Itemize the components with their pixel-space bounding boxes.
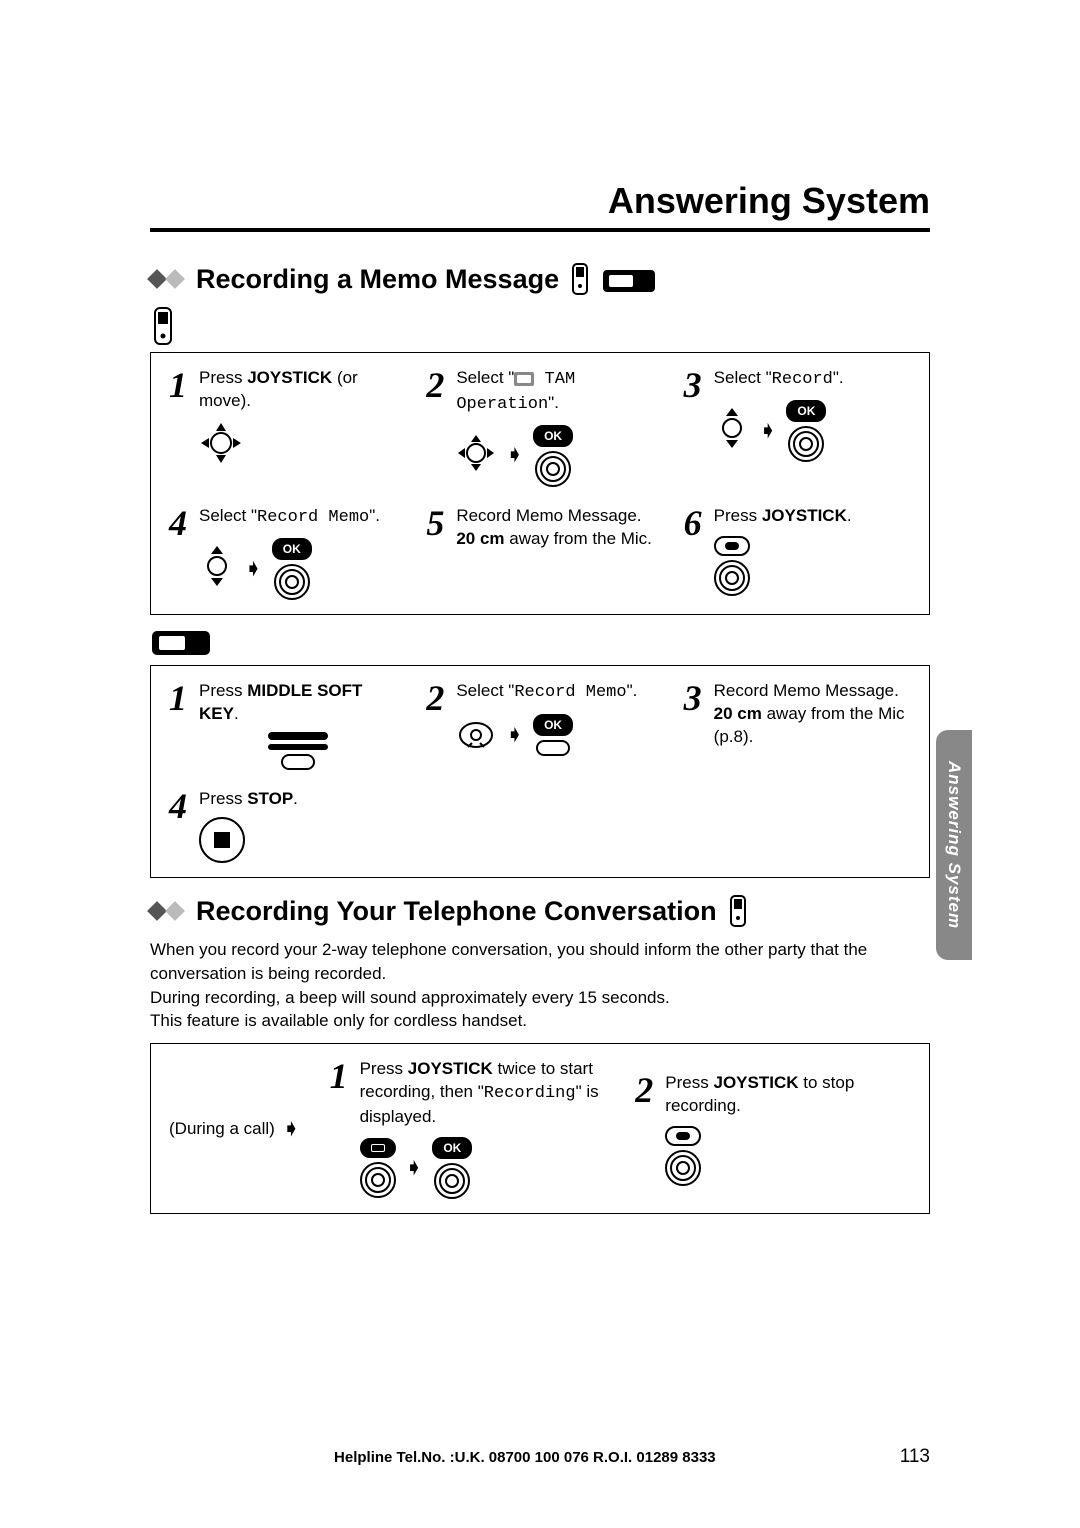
page-number: 113 (900, 1446, 930, 1468)
step-text: Press JOYSTICK. (714, 506, 852, 525)
end-pill-icon (714, 536, 750, 556)
step-number: 1 (169, 680, 193, 770)
end-joystick-icon (714, 536, 750, 596)
joystick-icon (199, 421, 243, 472)
arrow-icon: ➧ (506, 722, 523, 749)
arrow-icon: ➧ (506, 442, 523, 469)
base-steps-box: 1 Press MIDDLE SOFT KEY. 2 Select "Recor… (150, 665, 930, 878)
section-1-heading: Recording a Memo Message (150, 262, 930, 296)
target-icon (535, 451, 571, 487)
intro-line-3: This feature is available only for cordl… (150, 1009, 930, 1033)
heading-diamonds (150, 904, 186, 918)
conv-step-1: 1 Press JOYSTICK twice to start recordin… (330, 1058, 606, 1199)
base-step-2: 2 Select "Record Memo". ➧ OK (426, 680, 653, 770)
target-icon (274, 564, 310, 600)
ok-joystick-icon: OK (272, 538, 312, 600)
step-number: 1 (169, 367, 193, 487)
section-2-heading: Recording Your Telephone Conversation (150, 894, 930, 928)
step-text: Record Memo Message. 20 cm away from the… (714, 681, 905, 746)
step-text: Record Memo Message. 20 cm away from the… (456, 506, 652, 548)
step-text: Select " TAM Operation". (456, 368, 575, 412)
intro-line-1: When you record your 2-way telephone con… (150, 938, 930, 986)
section-2-intro: When you record your 2-way telephone con… (150, 938, 930, 1033)
step-number: 3 (684, 367, 708, 487)
arrow-icon: ➧ (406, 1155, 423, 1182)
ok-pill: OK (786, 400, 826, 422)
step-text: Select "Record Memo". (199, 506, 380, 525)
step-text: Select "Record". (714, 368, 844, 387)
conversation-steps-box: (During a call) ➧ 1 Press JOYSTICK twice… (150, 1043, 930, 1214)
step-text: Select "Record Memo". (456, 681, 637, 700)
step-text: Press JOYSTICK (or move). (199, 368, 358, 410)
ok-pill: OK (432, 1137, 472, 1159)
handset-icon (569, 262, 591, 296)
page-footer: Helpline Tel.No. :U.K. 08700 100 076 R.O… (150, 1446, 930, 1468)
ok-pill: OK (272, 538, 312, 560)
base-unit-icon (601, 262, 657, 296)
step-number: 3 (684, 680, 708, 770)
handset-step-1: 1 Press JOYSTICK (or move). (169, 367, 396, 487)
handset-step-5: 5 Record Memo Message. 20 cm away from t… (426, 505, 653, 600)
ok-joystick-icon: OK (533, 425, 573, 487)
handset-step-4: 4 Select "Record Memo". ➧ OK (169, 505, 396, 600)
menu-joystick-icon (360, 1138, 396, 1198)
step-number: 2 (635, 1072, 659, 1186)
step-number: 6 (684, 505, 708, 600)
end-pill-icon (665, 1126, 701, 1146)
joystick-updown-icon (714, 406, 750, 457)
target-icon (665, 1150, 701, 1186)
step-number: 4 (169, 505, 193, 600)
arrow-icon: ➧ (283, 1116, 300, 1141)
tam-icon (514, 372, 534, 386)
ok-softkey-icon: OK (533, 714, 573, 756)
step-number: 1 (330, 1058, 354, 1199)
base-step-4: 4 Press STOP. (169, 788, 414, 863)
target-icon (360, 1162, 396, 1198)
step-number: 2 (426, 367, 450, 487)
during-call-label: (During a call) ➧ (169, 1116, 300, 1141)
step-text: Press MIDDLE SOFT KEY. (199, 681, 362, 723)
handset-step-3: 3 Select "Record". ➧ OK (684, 367, 911, 487)
helpline-text: Helpline Tel.No. :U.K. 08700 100 076 R.O… (334, 1449, 716, 1466)
end-joystick-icon (665, 1126, 701, 1186)
joystick-icon (456, 433, 496, 480)
handset-steps-box: 1 Press JOYSTICK (or move). 2 Select " T… (150, 352, 930, 615)
handset-step-2: 2 Select " TAM Operation". ➧ OK (426, 367, 653, 487)
step-text: Press JOYSTICK to stop recording. (665, 1073, 854, 1115)
menu-pill-icon (360, 1138, 396, 1158)
ok-joystick-icon: OK (786, 400, 826, 462)
base-step-3: 3 Record Memo Message. 20 cm away from t… (684, 680, 911, 770)
side-tab: Answering System (936, 730, 972, 960)
ok-pill: OK (533, 425, 573, 447)
joystick-updown-icon (199, 544, 235, 595)
ok-joystick-icon: OK (432, 1137, 472, 1199)
heading-diamonds (150, 272, 186, 286)
handset-step-6: 6 Press JOYSTICK. (684, 505, 911, 600)
softkey-button-icon (536, 740, 570, 756)
arrow-icon: ➧ (245, 556, 262, 583)
step-text: Press JOYSTICK twice to start recording,… (360, 1059, 599, 1126)
target-icon (434, 1163, 470, 1199)
base-step-1: 1 Press MIDDLE SOFT KEY. (169, 680, 396, 770)
stop-button-icon (199, 817, 245, 863)
conv-step-2: 2 Press JOYSTICK to stop recording. (635, 1072, 911, 1186)
step-text: Press STOP. (199, 789, 298, 808)
base-joystick-icon (456, 717, 496, 757)
intro-line-2: During recording, a beep will sound appr… (150, 986, 930, 1010)
softkeys-icon (199, 732, 396, 770)
target-icon (714, 560, 750, 596)
section-1-title: Recording a Memo Message (196, 264, 559, 295)
step-number: 2 (426, 680, 450, 770)
base-indicator (150, 623, 930, 659)
section-2-title: Recording Your Telephone Conversation (196, 896, 717, 927)
step-number: 5 (426, 505, 450, 600)
step-number: 4 (169, 788, 193, 863)
handset-icon (727, 894, 749, 928)
side-tab-label: Answering System (944, 761, 964, 929)
target-icon (788, 426, 824, 462)
ok-pill: OK (533, 714, 573, 736)
arrow-icon: ➧ (760, 418, 777, 445)
handset-indicator (150, 306, 930, 346)
page-title: Answering System (150, 180, 930, 232)
